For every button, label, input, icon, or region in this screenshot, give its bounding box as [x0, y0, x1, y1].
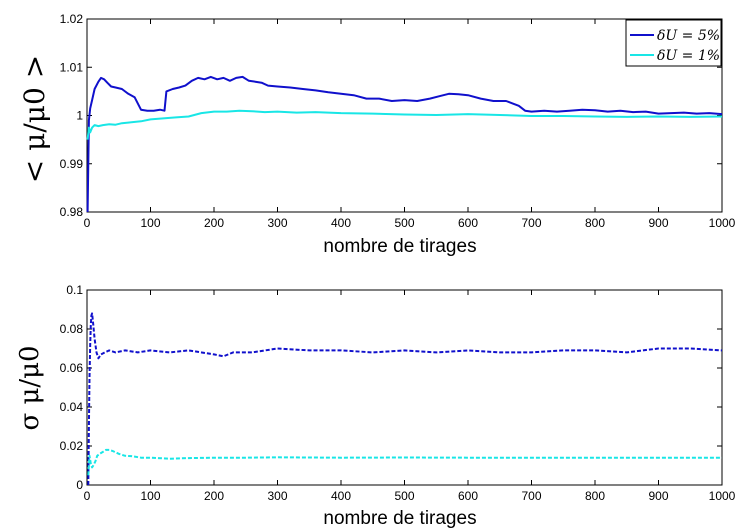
- bottom-plot-area: [86, 289, 723, 486]
- bottom-y-ticks: 0 0.02 0.04 0.06 0.08 0.1: [60, 283, 722, 492]
- x-tick-label: 200: [204, 216, 224, 230]
- y-tick-label: 1.01: [60, 60, 84, 74]
- legend-entry-1pct: δU = 1%: [657, 48, 720, 64]
- y-tick-label: 0: [76, 478, 83, 492]
- y-tick-label: 0.08: [60, 322, 84, 336]
- bottom-y-axis-label-text: σ μ/μ0: [15, 345, 45, 430]
- x-tick-label: 600: [458, 216, 478, 230]
- y-tick-label: 0.02: [60, 439, 84, 453]
- top-x-ticks: 0 100 200 300 400 500 600 700 800 900 1000: [84, 19, 736, 230]
- x-tick-label: 500: [394, 489, 414, 503]
- y-tick-label: 0.1: [66, 283, 83, 297]
- x-tick-label: 300: [267, 489, 287, 503]
- x-tick-label: 900: [648, 489, 668, 503]
- series-line-5pct: [87, 312, 723, 486]
- x-tick-label: 800: [585, 216, 605, 230]
- y-tick-label: 0.06: [60, 361, 84, 375]
- y-tick-label: 1: [76, 109, 83, 123]
- legend-entry-5pct: δU = 5%: [657, 28, 720, 44]
- x-tick-label: 600: [458, 489, 478, 503]
- top-panel: 0 100 200 300 400 500 600 700 800 900 1000 0.980.9…: [18, 12, 736, 257]
- x-tick-label: 300: [267, 216, 287, 230]
- legend-box: [625, 19, 722, 67]
- x-tick-label: 800: [585, 489, 605, 503]
- bottom-panel: 0 100 200 300 400 500 600 700 800 900 1000 0 0.02 0.…: [15, 283, 736, 528]
- x-tick-label: 700: [521, 489, 541, 503]
- series-line-1pct: [87, 448, 722, 476]
- y-tick-label: 0.98: [60, 205, 84, 219]
- series-line-1pct: [86, 109, 723, 140]
- top-y-axis-label-text: < μ/μ0 >: [18, 55, 51, 183]
- bottom-series-lines: [87, 312, 723, 486]
- x-tick-label: 700: [521, 216, 541, 230]
- x-tick-label: 100: [140, 216, 160, 230]
- bottom-y-axis-label: σ μ/μ0: [15, 345, 45, 430]
- top-series-lines: [86, 75, 723, 213]
- x-tick-label: 0: [84, 216, 91, 230]
- top-y-axis-label: < μ/μ0 >: [18, 55, 51, 183]
- x-tick-label: 400: [331, 216, 351, 230]
- y-tick-label: 1.02: [60, 12, 84, 26]
- bottom-x-axis-label: nombre de tirages: [323, 508, 476, 528]
- x-tick-label: 200: [204, 489, 224, 503]
- y-tick-label: 0.04: [60, 400, 84, 414]
- x-tick-label: 0: [84, 489, 91, 503]
- x-tick-label: 900: [648, 216, 668, 230]
- x-tick-label: 1000: [709, 489, 736, 503]
- x-tick-label: 400: [331, 489, 351, 503]
- legend: δU = 5% δU = 1%: [625, 19, 722, 67]
- bottom-x-ticks: 0 100 200 300 400 500 600 700 800 900 1000: [84, 290, 736, 503]
- x-tick-label: 1000: [709, 216, 736, 230]
- series-line-5pct: [86, 75, 723, 213]
- x-tick-label: 100: [140, 489, 160, 503]
- top-y-ticks: 0.98 0.99 1 1.01 1.02: [60, 12, 722, 219]
- x-tick-label: 500: [394, 216, 414, 230]
- top-x-axis-label: nombre de tirages: [323, 236, 476, 257]
- y-tick-label: 0.99: [60, 157, 84, 171]
